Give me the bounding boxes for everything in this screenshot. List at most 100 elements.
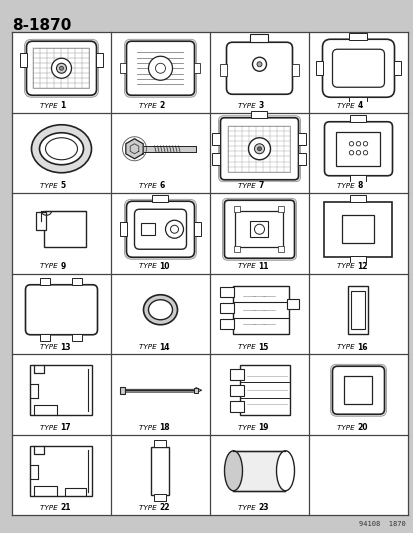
FancyBboxPatch shape	[24, 39, 98, 97]
Bar	[250, 221, 268, 237]
Circle shape	[257, 147, 261, 151]
Bar	[350, 175, 366, 182]
Text: 1: 1	[60, 101, 66, 110]
Bar	[336, 101, 380, 109]
Bar	[39, 504, 83, 512]
FancyBboxPatch shape	[226, 42, 292, 94]
Text: 18: 18	[159, 423, 170, 432]
Bar	[194, 387, 198, 393]
Text: TYPE: TYPE	[238, 183, 258, 189]
Bar	[324, 202, 392, 257]
Bar	[351, 290, 365, 329]
FancyBboxPatch shape	[330, 364, 386, 416]
Text: 12: 12	[357, 262, 367, 271]
Bar	[298, 133, 306, 145]
Text: 9: 9	[60, 262, 66, 271]
Bar	[39, 182, 83, 190]
Text: TYPE: TYPE	[337, 263, 357, 270]
Bar	[393, 61, 400, 75]
Circle shape	[256, 62, 261, 67]
Bar	[120, 222, 127, 236]
Text: 15: 15	[258, 343, 268, 351]
Bar	[228, 126, 290, 172]
Bar	[336, 262, 380, 271]
Text: TYPE: TYPE	[40, 344, 60, 350]
Bar	[36, 212, 46, 230]
Bar	[237, 262, 281, 271]
Bar	[120, 387, 125, 394]
Text: 7: 7	[258, 182, 263, 190]
Bar	[72, 278, 82, 285]
Text: TYPE: TYPE	[40, 505, 60, 511]
Bar	[120, 63, 126, 73]
Bar	[278, 206, 284, 212]
Text: TYPE: TYPE	[139, 344, 159, 350]
Text: 4: 4	[357, 101, 362, 110]
Bar	[219, 64, 226, 76]
Bar	[349, 97, 367, 104]
Bar	[96, 53, 103, 67]
Bar	[348, 286, 368, 334]
Polygon shape	[126, 139, 143, 159]
Text: 14: 14	[159, 343, 170, 351]
Text: TYPE: TYPE	[337, 183, 357, 189]
Text: 3: 3	[258, 101, 263, 110]
Bar	[194, 63, 200, 73]
Text: TYPE: TYPE	[139, 102, 159, 109]
Ellipse shape	[39, 133, 83, 165]
Ellipse shape	[276, 451, 294, 491]
FancyBboxPatch shape	[220, 118, 298, 180]
Circle shape	[51, 58, 71, 78]
Bar	[40, 278, 50, 285]
Bar	[237, 101, 281, 109]
FancyBboxPatch shape	[124, 39, 196, 97]
Bar	[278, 246, 284, 252]
Text: 22: 22	[159, 504, 170, 513]
Bar	[237, 343, 281, 351]
Bar	[230, 401, 244, 412]
Bar	[350, 195, 366, 202]
Text: 13: 13	[60, 343, 71, 351]
FancyBboxPatch shape	[222, 198, 296, 260]
Bar	[315, 61, 322, 75]
Circle shape	[248, 138, 270, 160]
Text: 21: 21	[60, 504, 71, 513]
Text: 94108  1870: 94108 1870	[358, 521, 405, 527]
Circle shape	[254, 224, 264, 234]
Bar	[237, 424, 281, 432]
Text: 8-1870: 8-1870	[12, 18, 71, 33]
Text: TYPE: TYPE	[40, 183, 60, 189]
Text: TYPE: TYPE	[337, 424, 357, 431]
Bar	[291, 64, 298, 76]
Bar	[234, 246, 240, 252]
Bar	[138, 182, 182, 190]
Bar	[220, 287, 234, 297]
Text: 16: 16	[357, 343, 367, 351]
FancyBboxPatch shape	[218, 116, 300, 182]
FancyBboxPatch shape	[224, 200, 294, 259]
Bar	[151, 447, 169, 495]
Bar	[237, 504, 281, 512]
Circle shape	[363, 142, 367, 146]
Circle shape	[349, 150, 353, 155]
Bar	[31, 446, 92, 496]
Bar	[154, 440, 166, 447]
Circle shape	[252, 57, 266, 71]
Bar	[233, 286, 289, 334]
Bar	[233, 451, 285, 491]
Bar	[349, 33, 367, 40]
FancyBboxPatch shape	[324, 122, 392, 176]
Bar	[230, 385, 244, 395]
Bar	[44, 211, 86, 247]
Text: 5: 5	[60, 182, 66, 190]
Bar	[212, 133, 220, 145]
Text: TYPE: TYPE	[40, 424, 60, 431]
Bar	[336, 182, 380, 190]
Bar	[39, 424, 83, 432]
Text: TYPE: TYPE	[238, 263, 258, 270]
Text: 19: 19	[258, 423, 268, 432]
FancyBboxPatch shape	[134, 209, 186, 249]
Bar	[31, 365, 92, 415]
Text: TYPE: TYPE	[337, 102, 357, 109]
Bar	[250, 34, 268, 42]
